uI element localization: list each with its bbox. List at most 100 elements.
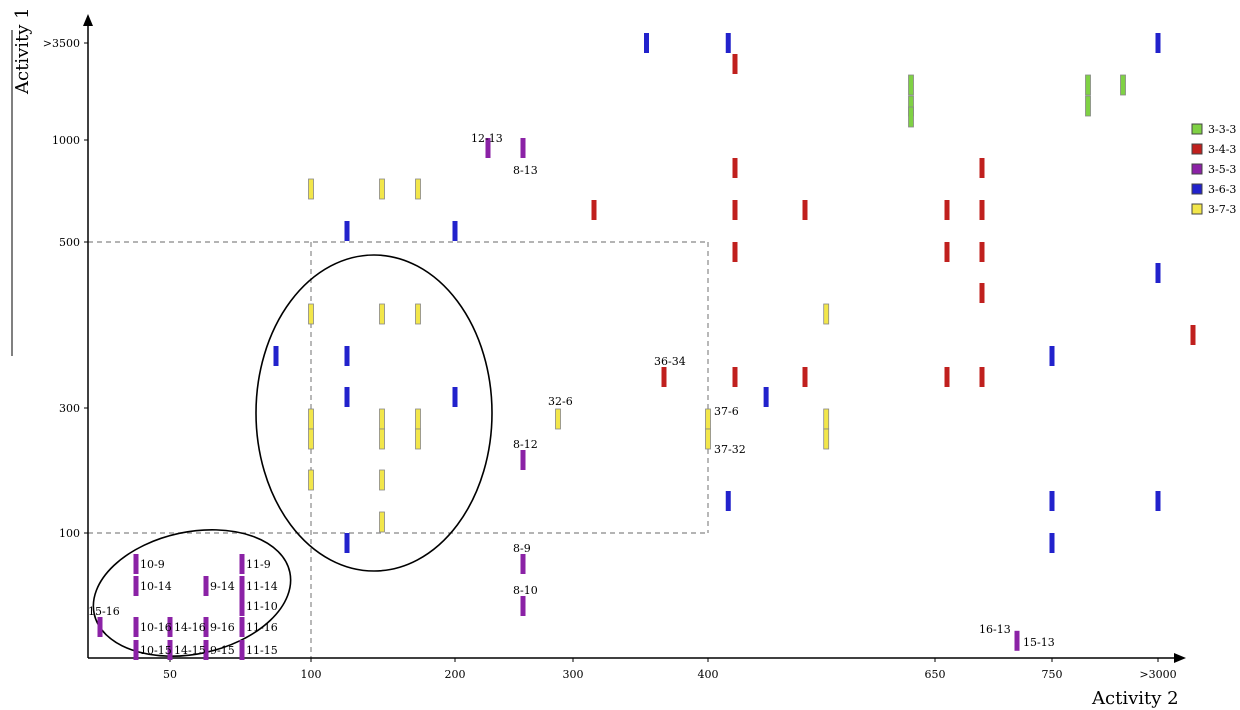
point-3-6-3	[273, 346, 279, 366]
annotation-label: 10-16	[140, 621, 172, 634]
legend-swatch	[1191, 143, 1203, 155]
annotation-label: 10-15	[140, 644, 172, 657]
point-3-5-3	[239, 554, 245, 574]
point-3-4-3	[944, 367, 950, 387]
point-3-5-3	[239, 617, 245, 637]
point-3-5-3	[203, 640, 209, 660]
point-3-7-3	[308, 408, 314, 430]
cluster-ellipses	[92, 254, 493, 657]
point-3-4-3	[979, 367, 985, 387]
annotation-label: 8-9	[513, 542, 531, 555]
legend-label: 3-5-3	[1208, 163, 1236, 176]
point-3-7-3	[308, 428, 314, 450]
y-tick-label: >3500	[43, 37, 80, 50]
point-3-4-3	[591, 200, 597, 220]
point-3-5-3	[520, 554, 526, 574]
point-3-5-3	[133, 640, 139, 660]
point-3-4-3	[979, 283, 985, 303]
annotation-label: 15-16	[88, 605, 120, 618]
point-3-6-3	[344, 387, 350, 407]
x-axis-arrow	[1174, 653, 1186, 663]
point-3-6-3	[725, 491, 731, 511]
legend-swatch	[1191, 123, 1203, 135]
point-3-6-3	[1155, 263, 1161, 283]
point-3-3-3	[908, 106, 914, 128]
annotation-label: 11-16	[246, 621, 278, 634]
annotation-label: 11-15	[246, 644, 278, 657]
y-tick-label: 1000	[52, 134, 80, 147]
point-3-7-3	[379, 178, 385, 200]
point-3-4-3	[732, 200, 738, 220]
point-3-5-3	[133, 617, 139, 637]
point-3-3-3	[1120, 74, 1126, 96]
x-tick-label: 400	[698, 668, 719, 681]
annotation-label: 15-13	[1023, 636, 1055, 649]
y-tick-label: 100	[59, 527, 80, 540]
point-3-4-3	[732, 54, 738, 74]
point-3-7-3	[823, 303, 830, 325]
point-3-5-3	[167, 640, 173, 660]
threshold-lines	[88, 241, 709, 658]
point-3-7-3	[415, 178, 421, 200]
annotation-label: 9-15	[210, 644, 235, 657]
x-tick-label: >3000	[1139, 668, 1176, 681]
point-3-7-3	[379, 511, 385, 533]
annotation-label: 8-10	[513, 584, 538, 597]
point-3-7-3	[379, 408, 385, 430]
tick-labels: 50 100 200 300 400 650 750 >3000 100 300 500 1000 >3…	[43, 37, 1177, 681]
annotation-label: 11-14	[246, 580, 278, 593]
point-3-5-3	[520, 596, 526, 616]
legend-swatch	[1191, 183, 1203, 195]
point-3-5-3	[97, 617, 103, 637]
point-3-6-3	[763, 387, 769, 407]
point-3-7-3	[705, 428, 711, 450]
axes	[83, 14, 1186, 663]
point-3-7-3	[415, 408, 421, 430]
point-3-7-3	[415, 303, 421, 325]
point-3-5-3	[203, 617, 209, 637]
annotation-label: 11-9	[246, 558, 271, 571]
point-3-7-3	[705, 408, 711, 430]
annotation-label: 9-14	[210, 580, 235, 593]
point-3-6-3	[344, 346, 350, 366]
point-3-6-3	[344, 533, 350, 553]
x-tick-label: 200	[445, 668, 466, 681]
x-tick-label: 750	[1042, 668, 1063, 681]
point-3-6-3	[1155, 491, 1161, 511]
x-tick-label: 100	[301, 668, 322, 681]
x-tick-label: 50	[163, 668, 177, 681]
point-3-5-3	[239, 576, 245, 596]
annotation-label: 8-13	[513, 164, 538, 177]
point-3-7-3	[379, 469, 385, 491]
x-tick-label: 650	[925, 668, 946, 681]
point-3-7-3	[308, 469, 314, 491]
point-3-4-3	[944, 242, 950, 262]
point-3-4-3	[661, 367, 667, 387]
annotation-label: 14-16	[174, 621, 206, 634]
annotation-label: 10-14	[140, 580, 172, 593]
point-3-7-3	[555, 408, 561, 430]
point-3-7-3	[379, 428, 385, 450]
point-3-3-3	[1085, 95, 1091, 117]
point-3-4-3	[732, 242, 738, 262]
point-3-4-3	[979, 200, 985, 220]
point-3-4-3	[979, 242, 985, 262]
annotation-label: 14-15	[174, 644, 206, 657]
legend-swatch	[1191, 163, 1203, 175]
legend-swatch	[1191, 203, 1203, 215]
point-3-4-3	[732, 367, 738, 387]
y-axis-arrow	[83, 14, 93, 26]
legend-label: 3-4-3	[1208, 143, 1236, 156]
annotation-label: 16-13	[979, 623, 1011, 636]
point-3-7-3	[415, 428, 421, 450]
annotation-label: 37-32	[714, 443, 746, 456]
point-3-6-3	[644, 33, 649, 53]
point-3-6-3	[1049, 533, 1055, 553]
legend-label: 3-6-3	[1208, 183, 1236, 196]
point-3-5-3	[239, 596, 245, 616]
point-3-6-3	[725, 33, 731, 53]
annotation-label: 37-6	[714, 405, 739, 418]
point-3-4-3	[802, 200, 808, 220]
point-3-7-3	[823, 428, 830, 450]
